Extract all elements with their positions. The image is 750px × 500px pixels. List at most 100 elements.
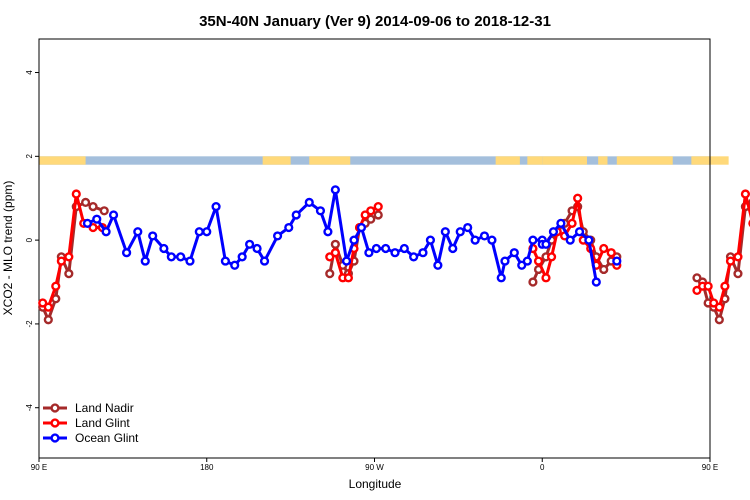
data-point <box>237 252 247 262</box>
data-point <box>509 248 519 258</box>
legend-marker <box>50 418 60 428</box>
data-point <box>252 243 262 254</box>
y-tick-label: -4 <box>25 404 34 412</box>
land-band <box>309 156 351 165</box>
data-point <box>64 252 74 262</box>
data-point <box>92 214 102 224</box>
data-point <box>409 252 419 262</box>
data-point <box>546 252 557 262</box>
data-point <box>533 256 544 266</box>
data-point <box>479 231 490 241</box>
data-point <box>341 256 352 266</box>
data-point <box>418 248 428 258</box>
land-band <box>262 156 291 165</box>
legend-label: Land Glint <box>75 416 130 430</box>
series-land-glint <box>38 189 750 312</box>
data-point <box>325 252 335 262</box>
data-point <box>245 239 255 249</box>
y-tick-label: 4 <box>25 70 34 75</box>
data-point <box>366 214 376 224</box>
data-point <box>565 235 575 245</box>
data-point <box>166 252 176 262</box>
data-point <box>541 239 551 249</box>
land-band <box>598 156 608 165</box>
data-point <box>43 315 53 325</box>
data-point <box>108 210 119 220</box>
data-point <box>500 256 510 266</box>
data-point <box>330 185 340 195</box>
chart-title: 35N-40N January (Ver 9) 2014-09-06 to 20… <box>199 13 551 30</box>
data-point <box>448 243 458 254</box>
data-point <box>133 227 143 237</box>
data-point <box>709 298 719 308</box>
data-point <box>304 197 314 208</box>
data-point <box>315 206 326 216</box>
x-tick-label: 0 <box>540 463 545 472</box>
legend-marker <box>50 433 60 443</box>
data-point <box>725 256 736 266</box>
y-tick-label: -2 <box>25 320 34 328</box>
data-point <box>522 256 532 266</box>
data-point <box>349 235 359 245</box>
x-tick-label: 90 W <box>365 463 384 472</box>
data-point <box>364 248 374 258</box>
land-band <box>527 156 543 165</box>
data-point <box>703 281 713 291</box>
data-point <box>487 235 497 245</box>
data-point <box>176 252 186 262</box>
data-point <box>291 210 301 220</box>
land-band <box>542 156 587 165</box>
data-point <box>99 206 109 216</box>
data-point <box>80 197 91 208</box>
data-point <box>573 193 583 203</box>
data-point <box>284 222 294 233</box>
data-point <box>330 239 340 249</box>
data-point <box>325 269 335 279</box>
data-point <box>733 252 743 262</box>
data-point <box>82 218 93 228</box>
data-point <box>517 260 527 270</box>
data-point <box>399 243 409 254</box>
data-point <box>88 222 98 233</box>
data-point <box>64 269 74 279</box>
y-tick-label: 0 <box>25 237 34 242</box>
data-point <box>606 248 616 258</box>
x-tick-label: 90 E <box>702 463 718 472</box>
data-point <box>360 210 370 220</box>
legend-marker <box>50 403 60 413</box>
data-point <box>371 243 381 254</box>
data-point <box>230 260 240 270</box>
data-point <box>272 231 283 241</box>
data-point <box>567 218 577 228</box>
data-point <box>548 227 559 237</box>
data-point <box>323 227 333 237</box>
data-point <box>463 222 473 233</box>
x-axis: 90 E 180 90 W 0 90 E <box>31 458 718 472</box>
data-point <box>455 227 465 237</box>
data-point <box>43 302 53 312</box>
data-point <box>541 273 551 283</box>
data-point <box>373 210 383 220</box>
y-axis-label: XCO2 - MLO trend (ppm) <box>1 181 15 316</box>
data-point <box>599 243 609 254</box>
data-point <box>259 256 270 266</box>
data-point <box>101 227 111 237</box>
data-point <box>159 243 169 254</box>
x-tick-label: 90 E <box>31 463 47 472</box>
data-point <box>714 315 724 325</box>
data-point <box>692 285 702 296</box>
data-point <box>692 273 702 283</box>
ocean-band <box>39 156 710 165</box>
data-point <box>528 235 538 245</box>
data-point <box>556 218 566 228</box>
data-point <box>440 227 450 237</box>
x-tick-label: 180 <box>200 463 214 472</box>
data-point <box>574 227 585 237</box>
data-point <box>202 227 212 237</box>
data-point <box>373 202 383 212</box>
data-point <box>366 206 376 216</box>
data-point <box>185 256 195 266</box>
land-band <box>39 156 86 165</box>
data-point <box>584 235 594 245</box>
